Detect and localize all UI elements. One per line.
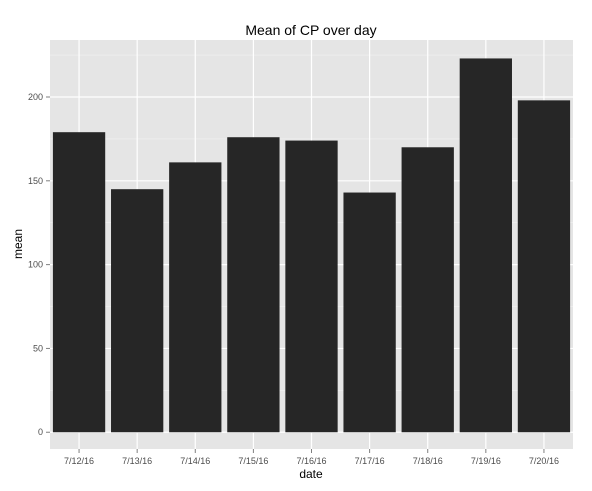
bar-7/15/16 [227, 137, 280, 433]
y-axis: 0 50 100 150 200 [28, 92, 50, 437]
x-tick-label: 7/20/16 [529, 456, 559, 466]
y-tick-label: 0 [38, 427, 43, 437]
y-tick-label: 50 [33, 343, 43, 353]
y-tick-label: 200 [28, 92, 43, 102]
bar-7/19/16 [459, 58, 512, 433]
x-tick-label: 7/14/16 [180, 456, 210, 466]
bar-7/12/16 [52, 132, 106, 433]
chart-title: Mean of CP over day [245, 22, 376, 38]
x-tick-label: 7/13/16 [122, 456, 152, 466]
bar-7/13/16 [111, 189, 164, 433]
x-tick-label: 7/15/16 [238, 456, 268, 466]
x-tick-label: 7/17/16 [355, 456, 385, 466]
bar-7/20/16 [517, 100, 571, 433]
x-tick-label: 7/16/16 [296, 456, 326, 466]
y-axis-title: mean [11, 229, 25, 259]
x-tick-label: 7/19/16 [471, 456, 501, 466]
bars [52, 58, 571, 433]
x-axis-title: date [299, 467, 323, 481]
y-tick-label: 150 [28, 176, 43, 186]
bar-7/17/16 [343, 192, 396, 433]
x-tick-label: 7/12/16 [64, 456, 94, 466]
bar-7/14/16 [169, 162, 222, 433]
bar-7/16/16 [285, 140, 338, 433]
x-tick-label: 7/18/16 [413, 456, 443, 466]
bar-7/18/16 [401, 147, 454, 433]
y-tick-label: 100 [28, 260, 43, 270]
x-axis: 7/12/16 7/13/16 7/14/16 7/15/16 7/16/16 7/17/… [64, 449, 559, 466]
